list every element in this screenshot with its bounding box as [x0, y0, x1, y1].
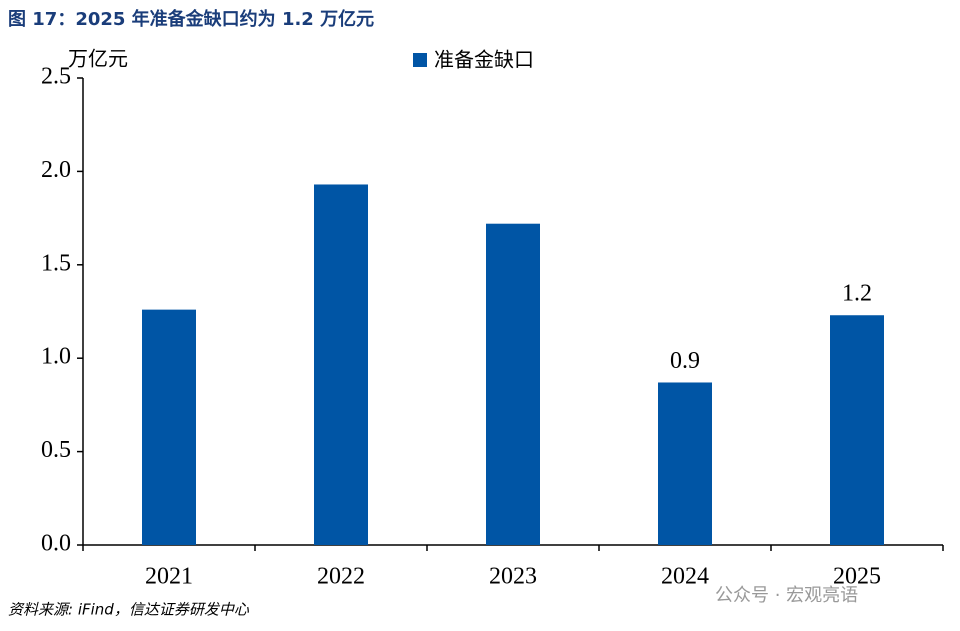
x-tick-label: 2024 — [661, 564, 709, 590]
data-label: 1.2 — [842, 281, 872, 307]
bar — [314, 184, 368, 545]
y-tick-label: 0.5 — [41, 437, 71, 463]
y-tick-label: 2.0 — [41, 157, 71, 183]
bar — [830, 315, 884, 545]
legend-swatch — [413, 53, 427, 67]
y-tick-label: 1.0 — [41, 344, 71, 370]
x-tick-label: 2021 — [145, 564, 193, 590]
bar — [142, 309, 196, 545]
y-axis-label: 万亿元 — [68, 47, 128, 71]
watermark: 公众号 · 宏观亮语 — [715, 585, 858, 606]
x-tick-label: 2025 — [833, 564, 881, 590]
chart-title: 图 17：2025 年准备金缺口约为 1.2 万亿元 — [8, 8, 374, 30]
x-tick-label: 2022 — [317, 564, 365, 590]
bar — [658, 382, 712, 545]
data-label: 0.9 — [670, 348, 700, 374]
y-tick-label: 1.5 — [41, 250, 71, 276]
legend-label: 准备金缺口 — [434, 48, 534, 72]
x-tick-label: 2023 — [489, 564, 537, 590]
y-tick-label: 0.0 — [41, 531, 71, 557]
source-note: 资料来源: iFind，信达证券研发中心 — [8, 601, 250, 619]
bar — [486, 223, 540, 546]
y-tick-label: 2.5 — [41, 64, 71, 90]
